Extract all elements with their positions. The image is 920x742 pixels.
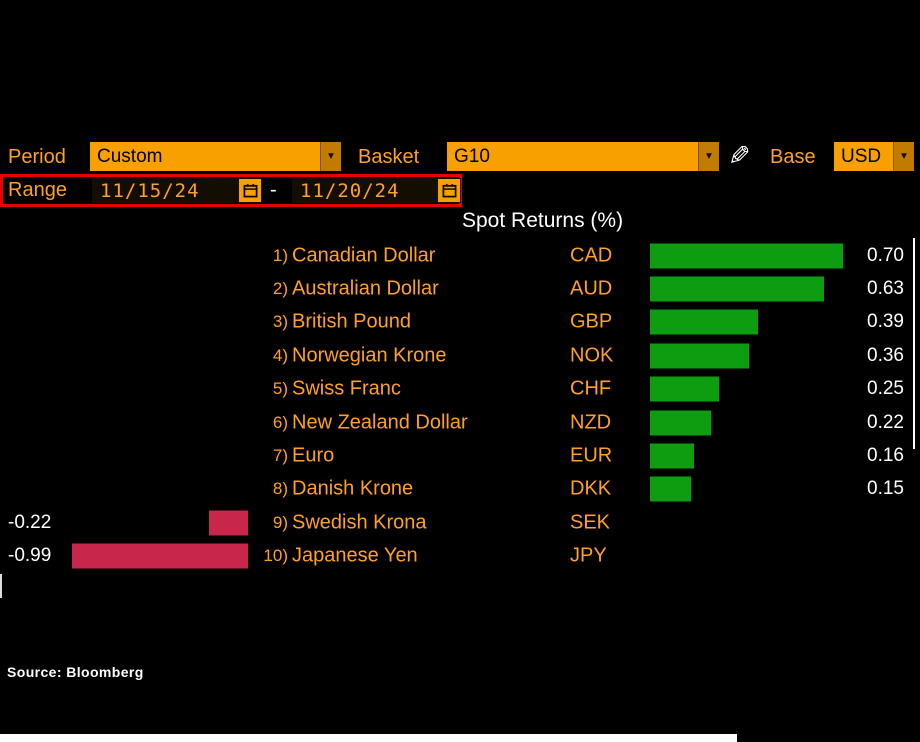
chart-row: 2) Australian Dollar AUD 0.63 <box>0 272 920 305</box>
positive-value-label: 0.36 <box>867 344 904 366</box>
currency-code: JPY <box>570 544 607 567</box>
rank-label: 1) <box>272 245 288 265</box>
positive-bar <box>650 376 719 402</box>
chart-row: -0.22 9) Swedish Krona SEK <box>0 506 920 539</box>
chart-row: 8) Danish Krone DKK 0.15 <box>0 473 920 506</box>
range-label: Range <box>8 179 67 201</box>
positive-value-label: 0.25 <box>867 378 904 400</box>
currency-name: Swiss Franc <box>292 377 401 400</box>
currency-name: British Pound <box>292 310 411 333</box>
basket-label: Basket <box>358 146 420 168</box>
currency-code: NOK <box>570 344 614 367</box>
positive-bar <box>650 443 695 469</box>
period-dropdown[interactable]: Custom ▼ <box>90 142 341 171</box>
positive-value-label: 0.15 <box>867 478 904 500</box>
spot-returns-chart: 1) Canadian Dollar CAD 0.70 2) Australia… <box>0 239 920 573</box>
chart-title: Spot Returns (%) <box>462 209 624 232</box>
chevron-down-icon[interactable]: ▼ <box>320 142 341 171</box>
chevron-down-icon[interactable]: ▼ <box>698 142 719 171</box>
calendar-icon[interactable] <box>438 179 460 202</box>
rank-label: 5) <box>272 379 288 399</box>
range-separator: - <box>270 179 277 201</box>
chart-row: 5) Swiss Franc CHF 0.25 <box>0 373 920 406</box>
negative-value-label: -0.99 <box>8 545 52 567</box>
positive-bar <box>650 410 711 436</box>
range-fieldset: Range 11/15/24 - 11/20/24 <box>0 174 462 207</box>
rank-label: 7) <box>272 446 288 466</box>
range-start-field[interactable]: 11/15/24 <box>92 178 262 203</box>
base-dropdown-value: USD <box>841 145 882 167</box>
currency-code: SEK <box>570 511 611 534</box>
chart-row: 1) Canadian Dollar CAD 0.70 <box>0 239 920 272</box>
currency-code: DKK <box>570 477 612 500</box>
source-credit: Source: Bloomberg <box>7 664 144 680</box>
base-label: Base <box>770 146 816 168</box>
axis-tick <box>0 574 2 598</box>
positive-bar <box>650 343 750 369</box>
positive-value-label: 0.70 <box>867 244 904 266</box>
currency-name: Euro <box>292 444 335 467</box>
range-end-field[interactable]: 11/20/24 <box>292 178 461 203</box>
rank-label: 6) <box>272 412 288 432</box>
rank-label: 8) <box>272 479 288 499</box>
chart-row: 6) New Zealand Dollar NZD 0.22 <box>0 406 920 439</box>
currency-name: New Zealand Dollar <box>292 411 468 434</box>
currency-code: EUR <box>570 444 613 467</box>
currency-name: Canadian Dollar <box>292 244 436 267</box>
positive-bar <box>650 476 692 502</box>
currency-code: AUD <box>570 277 613 300</box>
positive-value-label: 0.39 <box>867 311 904 333</box>
chevron-down-icon[interactable]: ▼ <box>893 142 914 171</box>
basket-dropdown[interactable]: G10 ▼ <box>447 142 719 171</box>
positive-value-label: 0.22 <box>867 411 904 433</box>
currency-code: GBP <box>570 310 613 333</box>
range-end-value[interactable]: 11/20/24 <box>300 179 400 202</box>
negative-bar <box>208 510 248 536</box>
chart-frame-line <box>913 238 915 449</box>
negative-value-label: -0.22 <box>8 511 52 533</box>
range-start-value[interactable]: 11/15/24 <box>100 179 200 202</box>
currency-code: NZD <box>570 411 612 434</box>
chart-row: -0.99 10) Japanese Yen JPY <box>0 540 920 573</box>
calendar-icon[interactable] <box>239 179 261 202</box>
currency-name: Danish Krone <box>292 477 414 500</box>
positive-bar <box>650 243 843 269</box>
rank-label: 4) <box>272 345 288 365</box>
rank-label: 2) <box>272 279 288 299</box>
base-dropdown[interactable]: USD ▼ <box>834 142 914 171</box>
positive-bar <box>650 276 824 302</box>
period-label: Period <box>8 146 66 168</box>
rank-label: 3) <box>272 312 288 332</box>
positive-bar <box>650 309 758 335</box>
chart-row: 4) Norwegian Krone NOK 0.36 <box>0 339 920 372</box>
currency-name: Swedish Krona <box>292 511 427 534</box>
currency-name: Norwegian Krone <box>292 344 447 367</box>
chart-row: 3) British Pound GBP 0.39 <box>0 306 920 339</box>
edit-pencil-icon[interactable]: ✎ <box>728 141 751 171</box>
positive-value-label: 0.63 <box>867 278 904 300</box>
basket-dropdown-value: G10 <box>454 145 490 167</box>
rank-label: 10) <box>263 546 288 566</box>
chart-row: 7) Euro EUR 0.16 <box>0 439 920 472</box>
negative-bar <box>72 543 248 569</box>
currency-name: Australian Dollar <box>292 277 439 300</box>
horizontal-scrollbar[interactable] <box>0 734 737 742</box>
rank-label: 9) <box>272 512 288 532</box>
currency-name: Japanese Yen <box>292 544 418 567</box>
period-dropdown-value: Custom <box>97 145 163 167</box>
positive-value-label: 0.16 <box>867 445 904 467</box>
currency-code: CAD <box>570 244 613 267</box>
currency-code: CHF <box>570 377 612 400</box>
